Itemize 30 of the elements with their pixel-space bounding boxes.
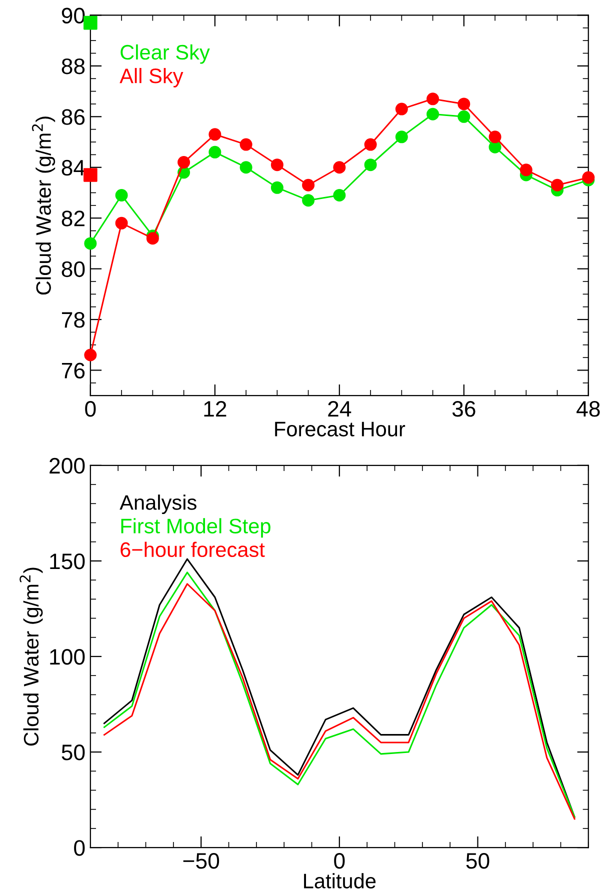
- text: All Sky: [120, 68, 184, 88]
- x-tick-label: 50: [466, 853, 490, 869]
- y-axis-title: Cloud Water (g/m$^{2}$): [32, 116, 56, 295]
- y-tick-label: 80: [62, 261, 85, 278]
- y-tick-label: 90: [62, 8, 85, 24]
- x-tick-label: −50: [183, 853, 220, 869]
- y-tick-label: 78: [62, 312, 85, 328]
- text: Clear Sky: [120, 44, 210, 64]
- series-label: 6−hour forecast: [120, 542, 265, 558]
- y-tick-label: 84: [62, 160, 85, 176]
- x-tick-label: 48: [576, 401, 600, 417]
- y-tick-label: 50: [62, 744, 85, 760]
- x-tick-label: 0: [85, 401, 96, 417]
- x-tick-label: 24: [328, 401, 352, 417]
- text: First Model Step: [121, 518, 270, 538]
- x-tick-label: 0: [334, 853, 345, 869]
- x-axis-title: Forecast Hour: [275, 422, 406, 436]
- y-axis-title: Cloud Water (g/m$^{2}$): [20, 568, 43, 746]
- y-tick-label: 82: [62, 210, 84, 226]
- y-tick-label: 100: [50, 649, 85, 665]
- y-tick-label: 76: [62, 362, 85, 378]
- y-tick-label: 86: [62, 109, 85, 125]
- y-tick-label: 200: [50, 458, 85, 474]
- legend-label: Analysis: [120, 494, 196, 514]
- x-tick-label: 36: [452, 401, 476, 417]
- y-tick-label: 0: [74, 840, 85, 856]
- x-tick-label: 12: [204, 401, 226, 417]
- x-axis-title: Latitude: [304, 873, 376, 888]
- y-tick-label: 88: [62, 58, 85, 74]
- y-tick-label: 150: [50, 553, 85, 570]
